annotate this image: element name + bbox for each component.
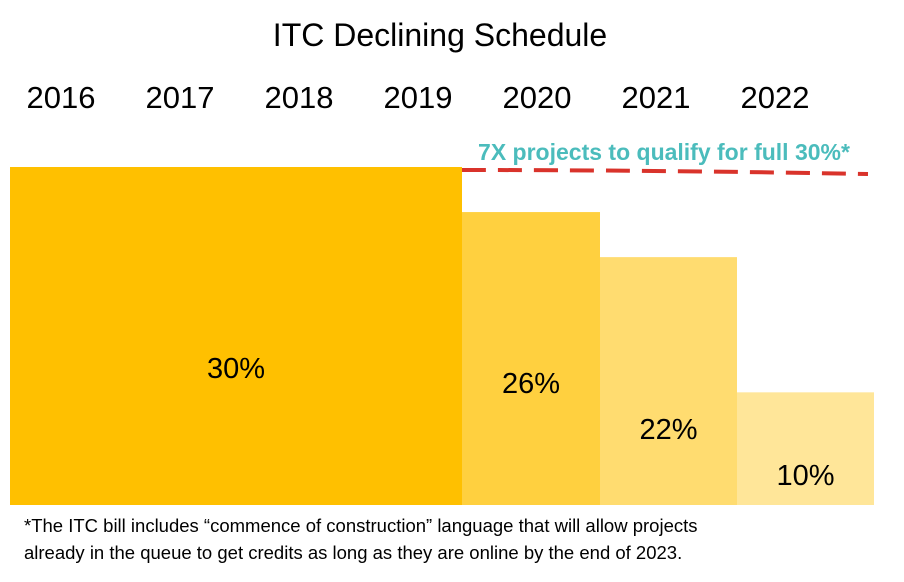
year-label-2022: 2022 <box>741 80 810 115</box>
footnote-line-2: already in the queue to get credits as l… <box>24 542 683 563</box>
bar-label-22pct: 22% <box>639 414 697 446</box>
year-axis-labels: 2016 2017 2018 2019 2020 2021 2022 <box>27 80 810 115</box>
chart-title: ITC Declining Schedule <box>273 17 607 53</box>
bar-label-10pct: 10% <box>776 460 834 492</box>
annotation-group: 7X projects to qualify for full 30%* <box>461 139 869 176</box>
qualify-dashed-line <box>461 168 869 176</box>
year-label-2020: 2020 <box>503 80 572 115</box>
year-label-2016: 2016 <box>27 80 96 115</box>
bars-group <box>10 167 874 506</box>
bar-2021 <box>600 257 737 505</box>
bar-2022 <box>737 392 874 505</box>
bar-2020 <box>462 212 600 506</box>
footnote-line-1: *The ITC bill includes “commence of cons… <box>24 515 698 536</box>
annotation-text: 7X projects to qualify for full 30%* <box>478 139 850 165</box>
itc-chart: ITC Declining Schedule 2016 2017 2018 2019 2… <box>10 17 874 506</box>
bar-value-labels: 30% 26% 22% 10% <box>207 353 835 492</box>
year-label-2017: 2017 <box>146 80 215 115</box>
footnote: *The ITC bill includes “commence of cons… <box>24 512 884 566</box>
bar-label-30pct: 30% <box>207 353 265 385</box>
year-label-2019: 2019 <box>384 80 453 115</box>
bar-label-26pct: 26% <box>502 368 560 400</box>
bar-2016-2019 <box>10 167 462 505</box>
year-label-2018: 2018 <box>265 80 334 115</box>
year-label-2021: 2021 <box>622 80 691 115</box>
